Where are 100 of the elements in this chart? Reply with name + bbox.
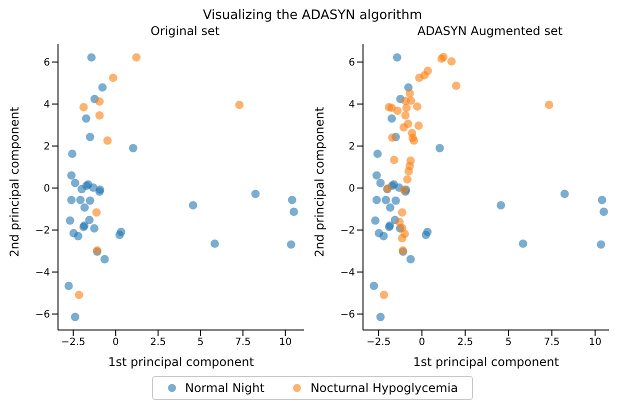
point bbox=[376, 312, 385, 322]
point bbox=[413, 102, 422, 111]
x-tick-label: 5 bbox=[197, 337, 204, 348]
point bbox=[128, 144, 138, 152]
point bbox=[560, 190, 569, 198]
point bbox=[70, 178, 80, 188]
point bbox=[288, 196, 296, 204]
point bbox=[108, 74, 118, 82]
point bbox=[74, 290, 84, 300]
point bbox=[400, 123, 408, 132]
y-tick-label: 2 bbox=[348, 142, 355, 153]
point bbox=[115, 230, 124, 240]
text: Visualizing the ADASYN algorithm bbox=[202, 8, 424, 24]
point bbox=[403, 175, 412, 184]
point bbox=[422, 230, 430, 240]
point bbox=[100, 255, 109, 264]
y-tick-label: −4 bbox=[35, 268, 50, 279]
y-tick-label: 6 bbox=[44, 58, 50, 69]
point bbox=[87, 53, 96, 62]
point bbox=[95, 111, 104, 120]
chart-title: Original set bbox=[149, 24, 221, 40]
point bbox=[86, 132, 94, 142]
point bbox=[393, 106, 402, 115]
legend-label: Normal Night bbox=[184, 381, 264, 395]
chart-title: ADASYN Augmented set bbox=[416, 24, 564, 40]
point bbox=[90, 224, 99, 233]
point bbox=[392, 53, 402, 62]
point bbox=[414, 121, 423, 130]
point bbox=[86, 196, 94, 205]
point bbox=[372, 171, 381, 180]
point bbox=[78, 184, 86, 194]
point bbox=[404, 167, 413, 176]
point bbox=[66, 216, 74, 225]
point bbox=[89, 183, 98, 192]
x-tick-label: 2.5 bbox=[457, 337, 474, 348]
legend-label: Nocturnal Hypoglycemia bbox=[310, 381, 458, 395]
point bbox=[370, 282, 378, 290]
point bbox=[79, 103, 88, 112]
point bbox=[380, 290, 388, 300]
point bbox=[398, 208, 406, 217]
point bbox=[74, 232, 82, 240]
point bbox=[92, 208, 101, 217]
point bbox=[415, 74, 424, 82]
point bbox=[286, 240, 296, 249]
point bbox=[290, 208, 298, 216]
y-tick-label: −2 bbox=[35, 226, 50, 237]
point bbox=[390, 156, 398, 164]
point bbox=[406, 255, 415, 264]
point bbox=[544, 100, 554, 110]
point bbox=[373, 150, 382, 158]
point bbox=[95, 97, 104, 106]
point bbox=[436, 144, 444, 152]
point bbox=[518, 239, 528, 248]
point bbox=[64, 282, 73, 290]
y-tick-label: 0 bbox=[348, 184, 355, 195]
y-tick-label: 4 bbox=[44, 100, 50, 111]
point bbox=[496, 201, 506, 210]
x-tick-label: 0 bbox=[112, 337, 119, 348]
point bbox=[398, 234, 406, 242]
point bbox=[251, 190, 260, 198]
y-tick-label: 6 bbox=[348, 58, 355, 69]
y-axis-title: 2nd principal component bbox=[7, 106, 22, 257]
point bbox=[235, 100, 244, 110]
x-tick-label: −2.5 bbox=[366, 337, 391, 348]
point bbox=[210, 239, 219, 248]
point bbox=[600, 208, 608, 216]
y-tick-label: 2 bbox=[44, 142, 50, 153]
x-axis-title: 1st principal component bbox=[413, 355, 560, 369]
x-tick-label: 2.5 bbox=[150, 337, 166, 348]
point bbox=[85, 216, 94, 224]
y-tick-label: 0 bbox=[44, 184, 50, 195]
y-tick-label: −6 bbox=[35, 310, 50, 321]
x-tick-label: 10 bbox=[588, 337, 602, 348]
point bbox=[410, 136, 418, 145]
point bbox=[402, 104, 411, 112]
point bbox=[80, 203, 89, 212]
point bbox=[447, 57, 456, 66]
x-tick-label: 5 bbox=[505, 337, 512, 348]
y-tick-label: −6 bbox=[340, 310, 355, 321]
point bbox=[70, 312, 80, 322]
point bbox=[188, 201, 198, 210]
point bbox=[379, 232, 388, 240]
point bbox=[372, 196, 381, 204]
point bbox=[371, 216, 380, 225]
x-axis-title: 1st principal component bbox=[108, 355, 254, 369]
point bbox=[76, 196, 85, 204]
y-axis-title: 2nd principal component bbox=[312, 106, 326, 257]
y-tick-label: −2 bbox=[340, 226, 355, 237]
point bbox=[382, 196, 390, 204]
x-tick-label: 7.5 bbox=[234, 337, 251, 348]
x-tick-label: −2.5 bbox=[61, 337, 86, 348]
point bbox=[82, 114, 90, 123]
point bbox=[98, 83, 107, 92]
x-tick-label: 10 bbox=[278, 337, 292, 348]
point bbox=[392, 196, 400, 205]
point bbox=[406, 96, 416, 105]
point bbox=[386, 203, 394, 212]
point bbox=[67, 171, 76, 180]
point bbox=[596, 240, 606, 249]
point bbox=[376, 178, 385, 188]
